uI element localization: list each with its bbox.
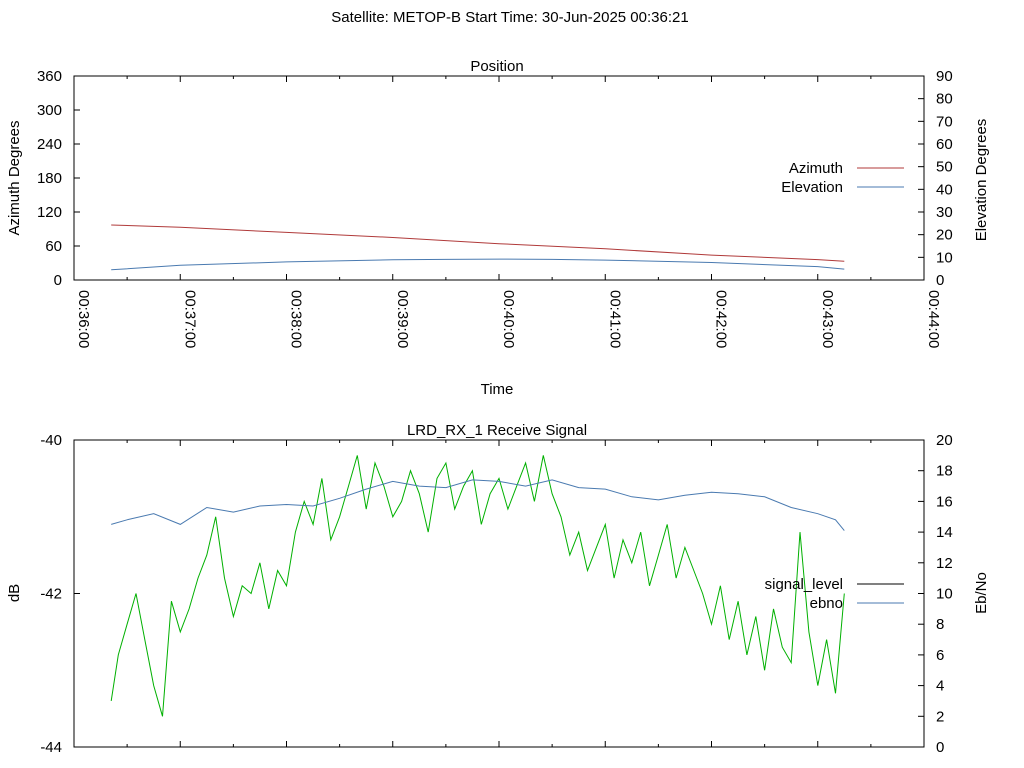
- position-x-tick-label: 00:38:00: [288, 290, 305, 348]
- position-x-tick-label: 00:37:00: [181, 290, 198, 348]
- position-y-tick-label: 120: [37, 204, 62, 221]
- signal-series: [110, 455, 845, 717]
- position-series: [111, 224, 845, 271]
- signal-y2-tick-label: 4: [936, 678, 944, 695]
- position-legend: Azimuth Elevation: [781, 160, 904, 196]
- position-y2-tick-label: 80: [936, 91, 953, 108]
- signal-series-signal_level-line: [110, 455, 845, 717]
- position-y-tick-label: 360: [37, 68, 62, 85]
- signal-y2-ticks: 0 2 4 6 8 10 12 14 16 18 20: [918, 432, 953, 756]
- position-y2-tick-label: 30: [936, 204, 953, 221]
- position-y-tick-label: 60: [45, 238, 62, 255]
- position-y2-tick-label: 0: [936, 272, 944, 289]
- position-x-tick-label: 00:42:00: [713, 290, 730, 348]
- signal-title: LRD_RX_1 Receive Signal: [407, 422, 587, 439]
- signal-legend-label-signal_level: signal_level: [765, 576, 843, 593]
- position-y2-tick-label: 60: [936, 136, 953, 153]
- signal-y2-tick-label: 2: [936, 708, 944, 725]
- position-series-azimuth-line: [111, 224, 845, 262]
- signal-y-tick-label: -40: [40, 432, 62, 449]
- signal-y-axis-label: dB: [6, 584, 23, 602]
- position-title: Position: [470, 58, 523, 75]
- position-legend-label-elevation: Elevation: [781, 179, 843, 196]
- position-x-tick-label: 00:36:00: [75, 290, 92, 348]
- position-legend-label-azimuth: Azimuth: [789, 160, 843, 177]
- position-x-ticks: 00:36:00 00:37:00 00:38:00 00:39:00 00:40:00…: [73, 76, 942, 348]
- signal-y2-tick-label: 20: [936, 432, 953, 449]
- position-y-axis-label: Azimuth Degrees: [6, 120, 23, 235]
- signal-x-ticks: [73, 440, 925, 747]
- signal-y2-tick-label: 18: [936, 463, 953, 480]
- position-panel: Position Azimuth Degrees Elevation Degre…: [6, 58, 990, 398]
- position-y2-tick-label: 50: [936, 159, 953, 176]
- position-y2-tick-label: 70: [936, 113, 953, 130]
- signal-y-ticks: -44 -42 -40: [40, 432, 80, 756]
- signal-y2-axis-label: Eb/No: [973, 572, 990, 614]
- signal-y-tick-label: -44: [40, 739, 62, 756]
- signal-series-ebno-line: [111, 479, 845, 531]
- position-y2-tick-label: 90: [936, 68, 953, 85]
- signal-y2-tick-label: 8: [936, 616, 944, 633]
- signal-y-tick-label: -42: [40, 586, 62, 603]
- signal-y2-tick-label: 0: [936, 739, 944, 756]
- position-y2-tick-label: 40: [936, 181, 953, 198]
- position-y2-axis-label: Elevation Degrees: [973, 119, 990, 242]
- signal-y2-tick-label: 16: [936, 493, 953, 510]
- position-y-tick-label: 0: [54, 272, 62, 289]
- signal-y2-tick-label: 14: [936, 524, 953, 541]
- position-x-tick-label: 00:40:00: [500, 290, 517, 348]
- position-x-tick-label: 00:44:00: [925, 290, 942, 348]
- position-y-tick-label: 240: [37, 136, 62, 153]
- figure-title: Satellite: METOP-B Start Time: 30-Jun-20…: [331, 9, 688, 26]
- position-y2-ticks: 0 10 20 30 40 50 60 70 80 90: [918, 68, 953, 289]
- position-x-axis-label: Time: [481, 381, 514, 398]
- position-series-elevation-line: [111, 258, 845, 271]
- position-y-tick-label: 300: [37, 102, 62, 119]
- position-y-tick-label: 180: [37, 170, 62, 187]
- position-y2-tick-label: 20: [936, 227, 953, 244]
- position-y-ticks: 0 60 120 180 240 300 360: [37, 68, 80, 289]
- position-x-tick-label: 00:43:00: [819, 290, 836, 348]
- signal-y2-tick-label: 6: [936, 647, 944, 664]
- position-x-tick-label: 00:39:00: [394, 290, 411, 348]
- position-y2-tick-label: 10: [936, 249, 953, 266]
- position-x-tick-label: 00:41:00: [606, 290, 623, 348]
- signal-legend-label-ebno: ebno: [810, 595, 843, 612]
- signal-panel: LRD_RX_1 Receive Signal dB Eb/No -44-42-…: [6, 422, 990, 756]
- signal-y2-tick-label: 10: [936, 586, 953, 603]
- signal-y2-tick-label: 12: [936, 555, 953, 572]
